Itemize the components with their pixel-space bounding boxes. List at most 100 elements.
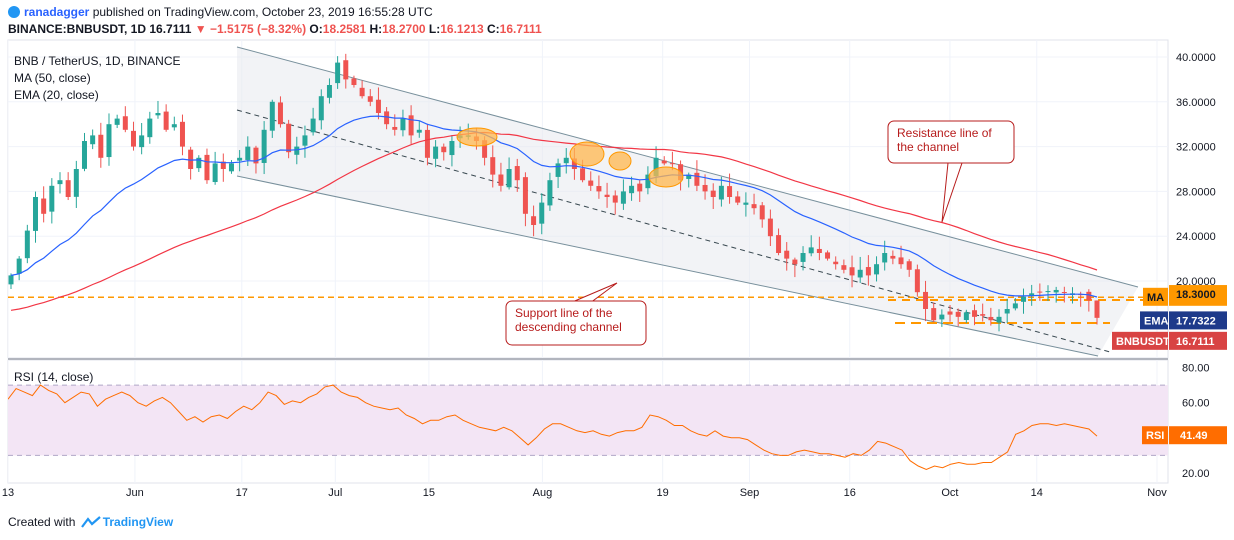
candle-body [694,172,700,186]
tag-value-box [1169,426,1227,445]
rsi-tick-label: 20.00 [1182,468,1210,480]
candle-body [1021,296,1027,302]
candle-body [253,147,259,164]
candle-body [776,235,782,253]
candle-body [825,252,831,259]
candle-body [857,269,863,278]
rsi-band [8,385,1168,456]
candle-body [931,308,937,321]
y-tick-label: 40.0000 [1176,52,1216,64]
highlight-ellipse [456,127,498,147]
x-tick-label: 13 [2,487,14,499]
candle-body [351,78,357,85]
rsi-title[interactable]: RSI (14, close) [14,370,93,384]
price-tags-layer: MA18.589018.3000EMA17.7322BNBUSDT16.7111… [1112,285,1227,445]
tradingview-logo-icon [80,516,101,528]
published-text: published on TradingView.com, October 23… [92,5,433,19]
callout-text: the channel [897,140,959,154]
candle-body [286,123,292,153]
candle-body [547,180,553,206]
legend-ma[interactable]: MA (50, close) [14,71,91,85]
candle-body [1094,300,1100,318]
tag-value-box [1169,285,1227,304]
candle-body [49,185,55,212]
candle-body [939,314,945,320]
candle-body [16,258,22,274]
symbol-line: BINANCE:BNBUSDT, 1D 16.7111 ▼ −1.5175 (−… [8,22,542,36]
candle-body [359,87,365,97]
x-tick-label: Aug [533,487,553,499]
candle-body [204,154,210,181]
candle-body [335,62,341,84]
candle-body [441,146,447,153]
candle-body [1004,309,1010,314]
candle-body [882,253,888,263]
candle-body [90,135,96,145]
rsi-tick-label: 80.00 [1182,363,1210,375]
tag-label: BNBUSDT [1116,336,1170,348]
candle-body [1037,291,1043,293]
candle-body [130,130,136,147]
x-tick-label: 16 [844,487,856,499]
candle-body [318,96,324,121]
candle-body [563,157,569,164]
candle-body [571,158,577,169]
candle-body [874,264,880,275]
resistance-line [236,46,1139,288]
candle-body [963,312,969,320]
brand-name[interactable]: TradingView [102,515,174,529]
candle-body [408,115,414,136]
candle-body [539,202,545,224]
low-value: 16.1213 [440,22,484,36]
candle-body [228,163,234,172]
candle-body [294,146,300,155]
candle-body [743,202,749,205]
candle-body [367,96,373,102]
candle-body [596,186,602,192]
candle-body [147,118,153,138]
tag-value-box [1169,311,1227,330]
candle-body [277,102,283,125]
candle-body [833,261,839,265]
candle-body [81,141,87,169]
candle-body [988,316,994,321]
candle-body [947,311,953,315]
tag-value: 18.3000 [1176,289,1216,301]
x-tick-label: Nov [1147,487,1167,499]
low-label: L: [428,22,441,36]
candle-body [41,198,47,214]
candle-body [384,111,390,125]
candle-body [310,118,316,133]
tag-label-box [1112,331,1168,350]
candle-body [237,157,243,161]
x-tick-label: Sep [740,487,760,499]
candle-body [8,275,14,285]
candle-body [261,129,267,163]
callout-box [505,300,647,346]
candle-body [531,216,537,225]
candle-body [122,116,128,130]
candle-body [808,247,814,254]
candle-body [816,248,822,253]
candle-body [653,157,659,177]
channel-fill [237,47,1138,356]
candle-body [326,85,332,98]
publish-line: ranadagger published on TradingView.com,… [8,5,433,19]
legend-ema[interactable]: EMA (20, close) [14,88,99,102]
candle-body [73,169,79,197]
candle-body [498,174,504,186]
candle-body [98,134,104,158]
candle-body [449,141,455,156]
rsi-plot-layer [8,360,1168,483]
candle-body [792,259,798,265]
candle-body [392,126,398,130]
candle-body [155,113,161,116]
candle-body [710,190,716,197]
candle-body [24,230,30,259]
publisher-name[interactable]: ranadagger [24,5,90,19]
candle-body [343,60,349,80]
